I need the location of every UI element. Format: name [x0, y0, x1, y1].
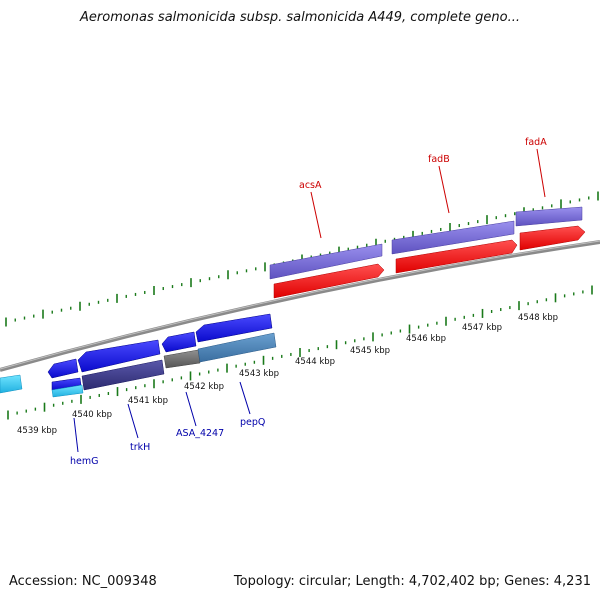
feature-acsA-arrow[interactable] — [273, 263, 385, 299]
gene-label-fadA[interactable]: fadA — [525, 137, 547, 148]
feature-trkH-cds[interactable] — [77, 339, 165, 391]
feature-pepQ-cds[interactable] — [195, 313, 277, 363]
feature-fadA-gene-bar[interactable] — [515, 206, 583, 227]
gene-label-hemG[interactable]: hemG — [70, 456, 98, 467]
scale-label-4548: 4548 kbp — [518, 313, 558, 323]
lower-tick-track — [7, 285, 593, 420]
leader-acsA — [310, 191, 322, 239]
genome-backbone — [0, 240, 600, 372]
feature-pepQ-steel-bar[interactable] — [197, 332, 277, 363]
feature-fadA-arrow[interactable] — [519, 225, 586, 251]
upper-tick-track — [5, 191, 599, 327]
gene-label-fadB[interactable]: fadB — [428, 154, 450, 165]
scale-label-4546: 4546 kbp — [406, 334, 446, 344]
leader-ASA_4247 — [185, 391, 197, 427]
feature-ASA_4247-cds[interactable] — [161, 331, 201, 369]
scale-label-4543: 4543 kbp — [239, 369, 279, 379]
leader-trkH — [127, 403, 139, 439]
feature-trkH-blue-arrow[interactable] — [77, 339, 161, 373]
leader-fadA — [536, 148, 546, 198]
scale-label-4539: 4539 kbp — [17, 426, 57, 436]
scale-label-4545: 4545 kbp — [350, 346, 390, 356]
feature-hemG-blue-arrow[interactable] — [47, 358, 79, 379]
gene-label-ASA_4247[interactable]: ASA_4247 — [176, 428, 224, 439]
feature-ASA_4247-blue-arrow[interactable] — [161, 331, 197, 353]
leader-hemG — [73, 417, 79, 453]
scale-label-4540: 4540 kbp — [72, 410, 112, 420]
feature-acsA-cds[interactable] — [269, 243, 385, 299]
feature-cyan-left[interactable] — [0, 374, 23, 394]
feature-hemG-cyan-bar[interactable] — [51, 384, 84, 398]
gene-label-pepQ[interactable]: pepQ — [240, 417, 265, 428]
accession-label: Accession: NC_009348 — [9, 574, 157, 589]
page-title: Aeromonas salmonicida subsp. salmonicida… — [80, 10, 520, 25]
feature-ASA_4247-gray-bar[interactable] — [163, 349, 201, 369]
feature-hemG-cds[interactable] — [47, 358, 84, 398]
genome-backbone-highlight — [0, 240, 600, 370]
gene-label-trkH[interactable]: trkH — [130, 442, 150, 453]
scale-label-4544: 4544 kbp — [295, 357, 335, 367]
leader-fadB — [438, 165, 450, 214]
gene-label-acsA[interactable]: acsA — [299, 180, 322, 191]
scale-label-4547: 4547 kbp — [462, 323, 502, 333]
scale-label-4541: 4541 kbp — [128, 396, 168, 406]
feature-left-cyan-block[interactable] — [0, 374, 23, 394]
feature-fadB-gene-bar[interactable] — [391, 220, 515, 255]
scale-label-4542: 4542 kbp — [184, 382, 224, 392]
feature-fadA-cds[interactable] — [515, 206, 586, 251]
feature-pepQ-blue-arrow[interactable] — [195, 313, 273, 343]
feature-acsA-gene-bar[interactable] — [269, 243, 383, 280]
feature-fadB-cds[interactable] — [391, 220, 518, 274]
feature-fadB-arrow[interactable] — [395, 239, 518, 274]
genome-summary: Topology: circular; Length: 4,702,402 bp… — [233, 574, 591, 589]
leader-pepQ — [239, 381, 251, 415]
feature-trkH-dark-bar[interactable] — [81, 359, 165, 391]
